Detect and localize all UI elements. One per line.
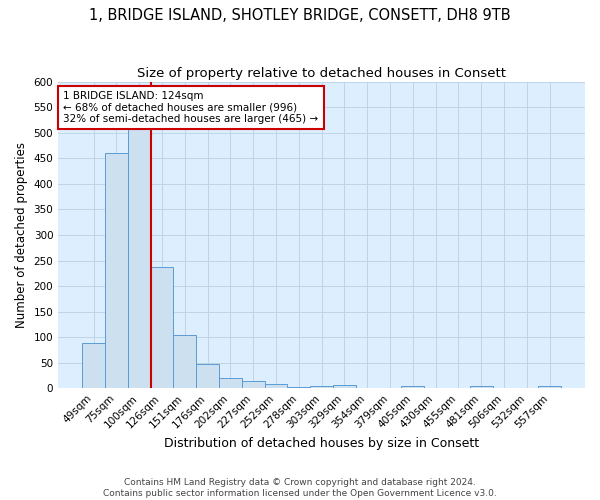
Title: Size of property relative to detached houses in Consett: Size of property relative to detached ho… (137, 68, 506, 80)
Bar (173, 334, 196, 388)
Bar (82, 344, 105, 388)
Bar (265, 384, 287, 388)
Bar (219, 378, 242, 388)
Bar (470, 386, 493, 388)
Text: Contains HM Land Registry data © Crown copyright and database right 2024.
Contai: Contains HM Land Registry data © Crown c… (103, 478, 497, 498)
Y-axis label: Number of detached properties: Number of detached properties (15, 142, 28, 328)
Bar (333, 386, 356, 388)
Bar (310, 386, 333, 388)
Bar (105, 153, 128, 388)
Bar (538, 386, 561, 388)
Bar (151, 267, 173, 388)
Bar (242, 381, 265, 388)
Bar (401, 386, 424, 388)
X-axis label: Distribution of detached houses by size in Consett: Distribution of detached houses by size … (164, 437, 479, 450)
Text: 1, BRIDGE ISLAND, SHOTLEY BRIDGE, CONSETT, DH8 9TB: 1, BRIDGE ISLAND, SHOTLEY BRIDGE, CONSET… (89, 8, 511, 22)
Bar (196, 364, 219, 388)
Bar (128, 107, 151, 388)
Text: 1 BRIDGE ISLAND: 124sqm
← 68% of detached houses are smaller (996)
32% of semi-d: 1 BRIDGE ISLAND: 124sqm ← 68% of detache… (64, 91, 319, 124)
